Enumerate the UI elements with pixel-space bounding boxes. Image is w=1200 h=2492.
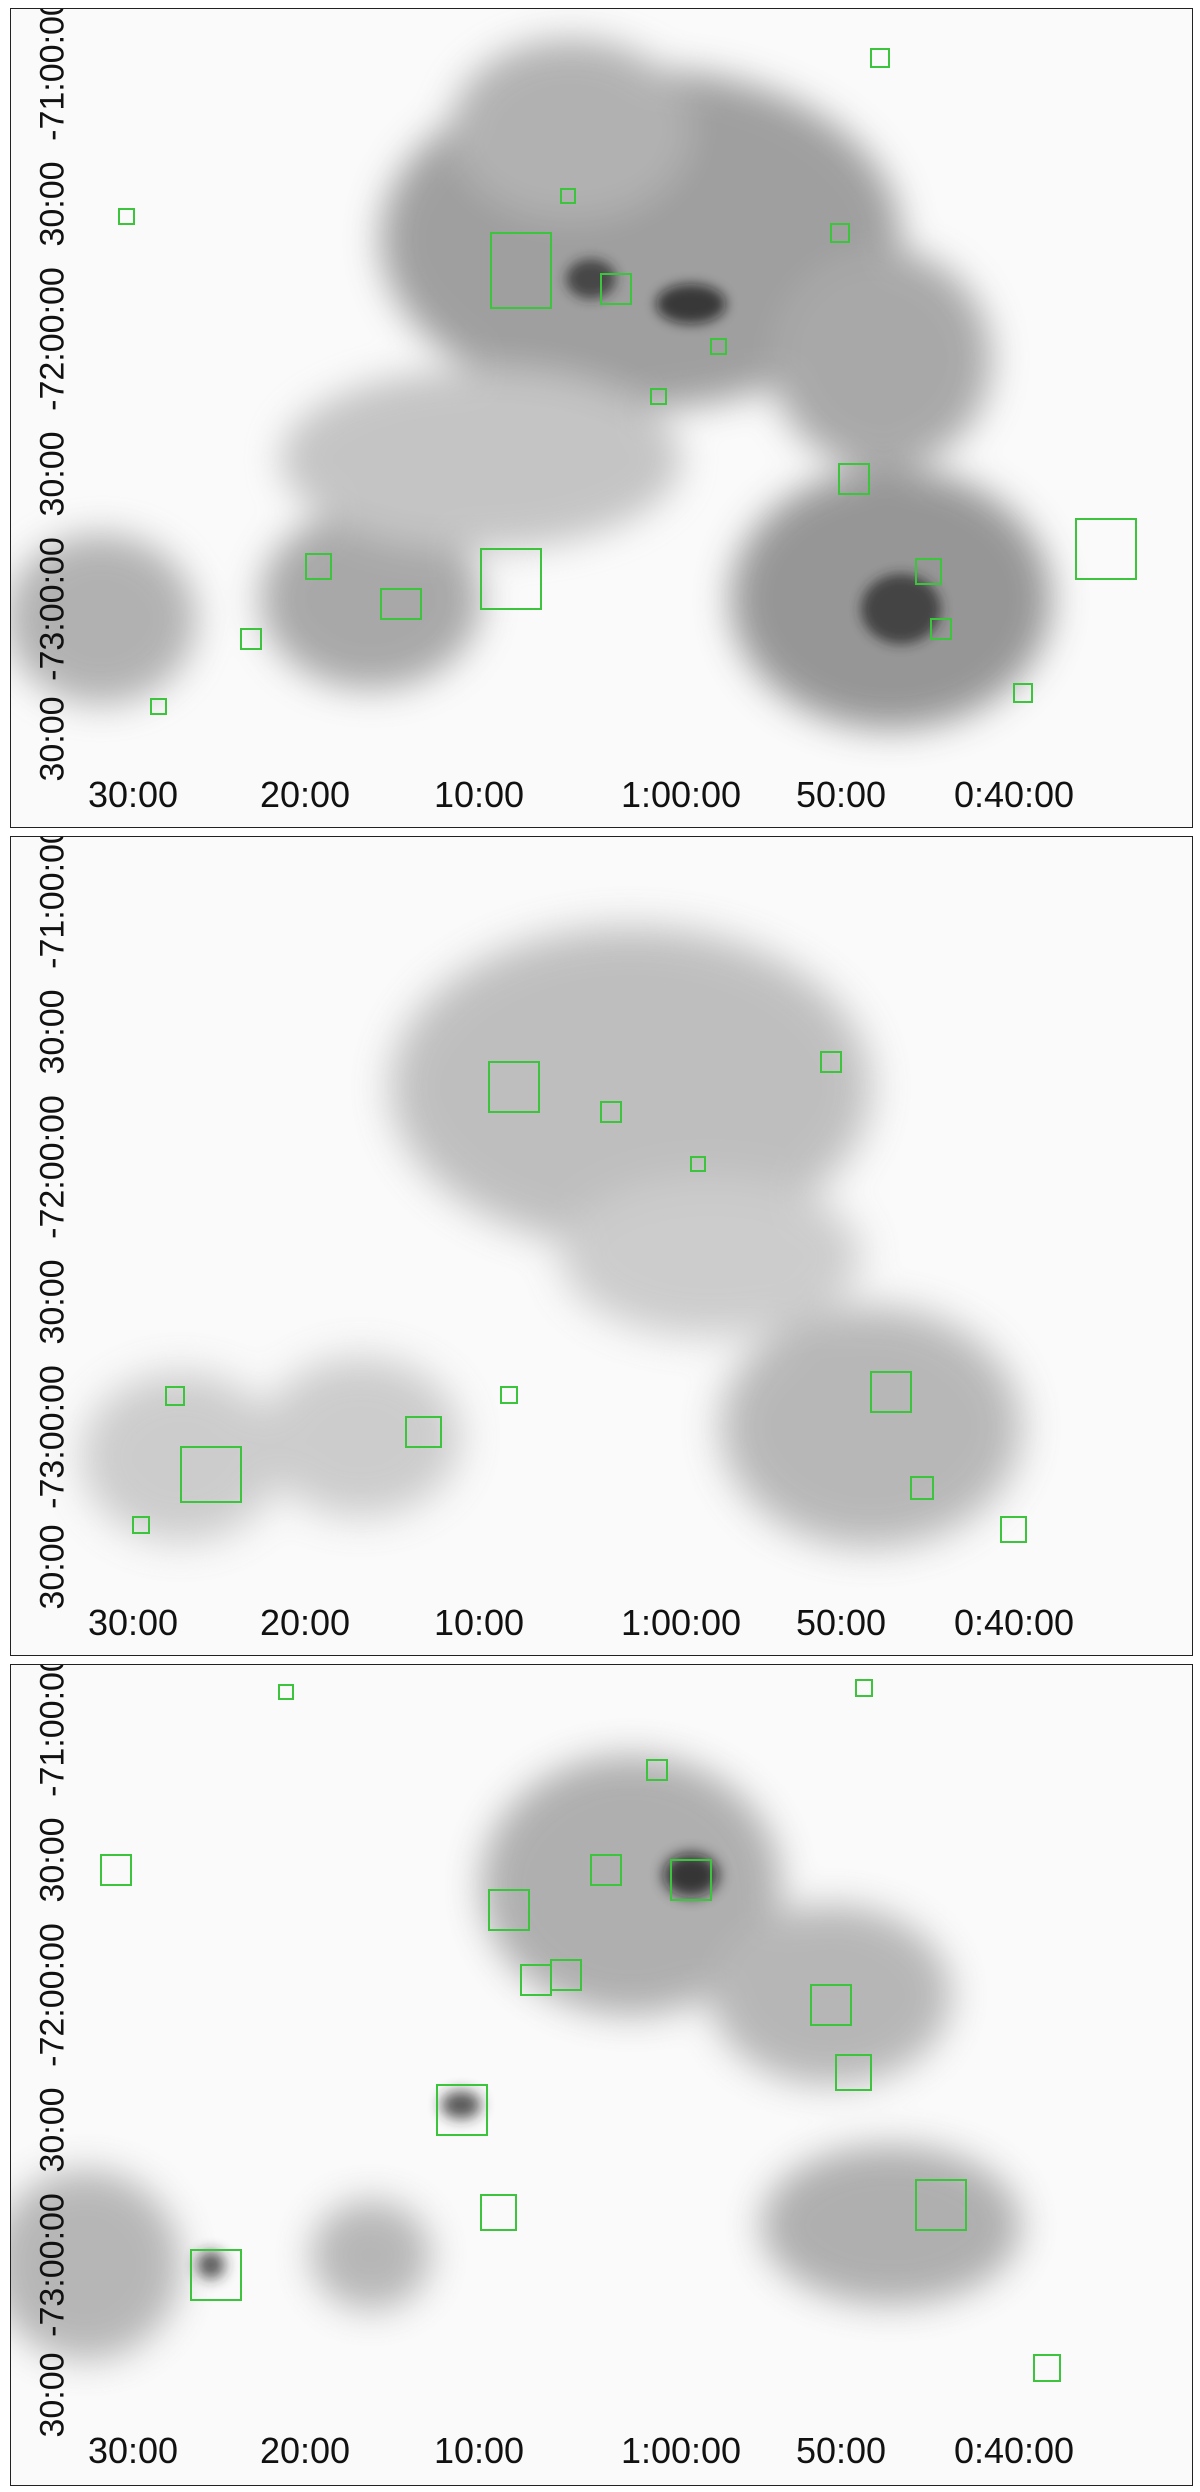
x-tick-label: 1:00:00 — [620, 774, 742, 815]
y-tick-label: 30:00 — [33, 696, 72, 782]
y-tick-label: -72:00:00 — [33, 267, 72, 411]
nebula-image-middle — [81, 927, 1027, 1547]
region-markers-middle — [132, 1051, 1027, 1543]
y-tick-label: -71:00:00 — [33, 836, 72, 969]
y-tick-label: 30:00 — [33, 2352, 72, 2438]
nebula-image-bottom — [11, 1679, 1061, 2382]
y-tick-label: -71:00:00 — [33, 8, 72, 141]
x-tick-label: 20:00 — [259, 774, 351, 815]
y-tick-label: -72:00:00 — [33, 1923, 72, 2067]
y-tick-label: -72:00:00 — [33, 1095, 72, 1239]
x-tick-label: 20:00 — [259, 1602, 351, 1643]
y-tick-label: 30:00 — [33, 2087, 72, 2173]
y-tick-label: -73:00:00 — [33, 2193, 72, 2337]
x-tick-label: 50:00 — [795, 774, 887, 815]
x-tick-label: 20:00 — [259, 2430, 351, 2471]
x-tick-label: 10:00 — [433, 1602, 525, 1643]
x-tick-label: 30:00 — [87, 774, 179, 815]
y-tick-label: 30:00 — [33, 1259, 72, 1345]
y-tick-label: -73:00:00 — [33, 537, 72, 681]
image-panel-middle: 30:00 20:00 10:00 1:00:00 50:00 0:40:00 … — [10, 836, 1193, 1656]
x-tick-label: 1:00:00 — [620, 2430, 742, 2471]
x-tick-label: 0:40:00 — [953, 2430, 1075, 2471]
y-tick-label: 30:00 — [33, 1524, 72, 1610]
y-tick-label: 30:00 — [33, 1817, 72, 1903]
x-tick-label: 30:00 — [87, 1602, 179, 1643]
y-tick-label: 30:00 — [33, 161, 72, 247]
region-markers-top — [118, 48, 1137, 715]
image-panel-bottom: 30:00 20:00 10:00 1:00:00 50:00 0:40:00 … — [10, 1664, 1193, 2486]
image-panel-top: 30:00 20:00 10:00 1:00:00 50:00 0:40:00 … — [10, 8, 1193, 828]
region-markers-bottom — [100, 1679, 1061, 2382]
y-tick-label: 30:00 — [33, 989, 72, 1075]
x-tick-label: 10:00 — [433, 774, 525, 815]
x-tick-label: 50:00 — [795, 1602, 887, 1643]
x-tick-label: 50:00 — [795, 2430, 887, 2471]
x-tick-label: 30:00 — [87, 2430, 179, 2471]
x-tick-label: 1:00:00 — [620, 1602, 742, 1643]
x-tick-label: 0:40:00 — [953, 774, 1075, 815]
x-tick-label: 10:00 — [433, 2430, 525, 2471]
y-tick-label: 30:00 — [33, 431, 72, 517]
y-tick-label: -71:00:00 — [33, 1664, 72, 1797]
y-tick-label: -73:00:00 — [33, 1365, 72, 1509]
nebula-image-top — [11, 39, 1137, 729]
x-tick-label: 0:40:00 — [953, 1602, 1075, 1643]
